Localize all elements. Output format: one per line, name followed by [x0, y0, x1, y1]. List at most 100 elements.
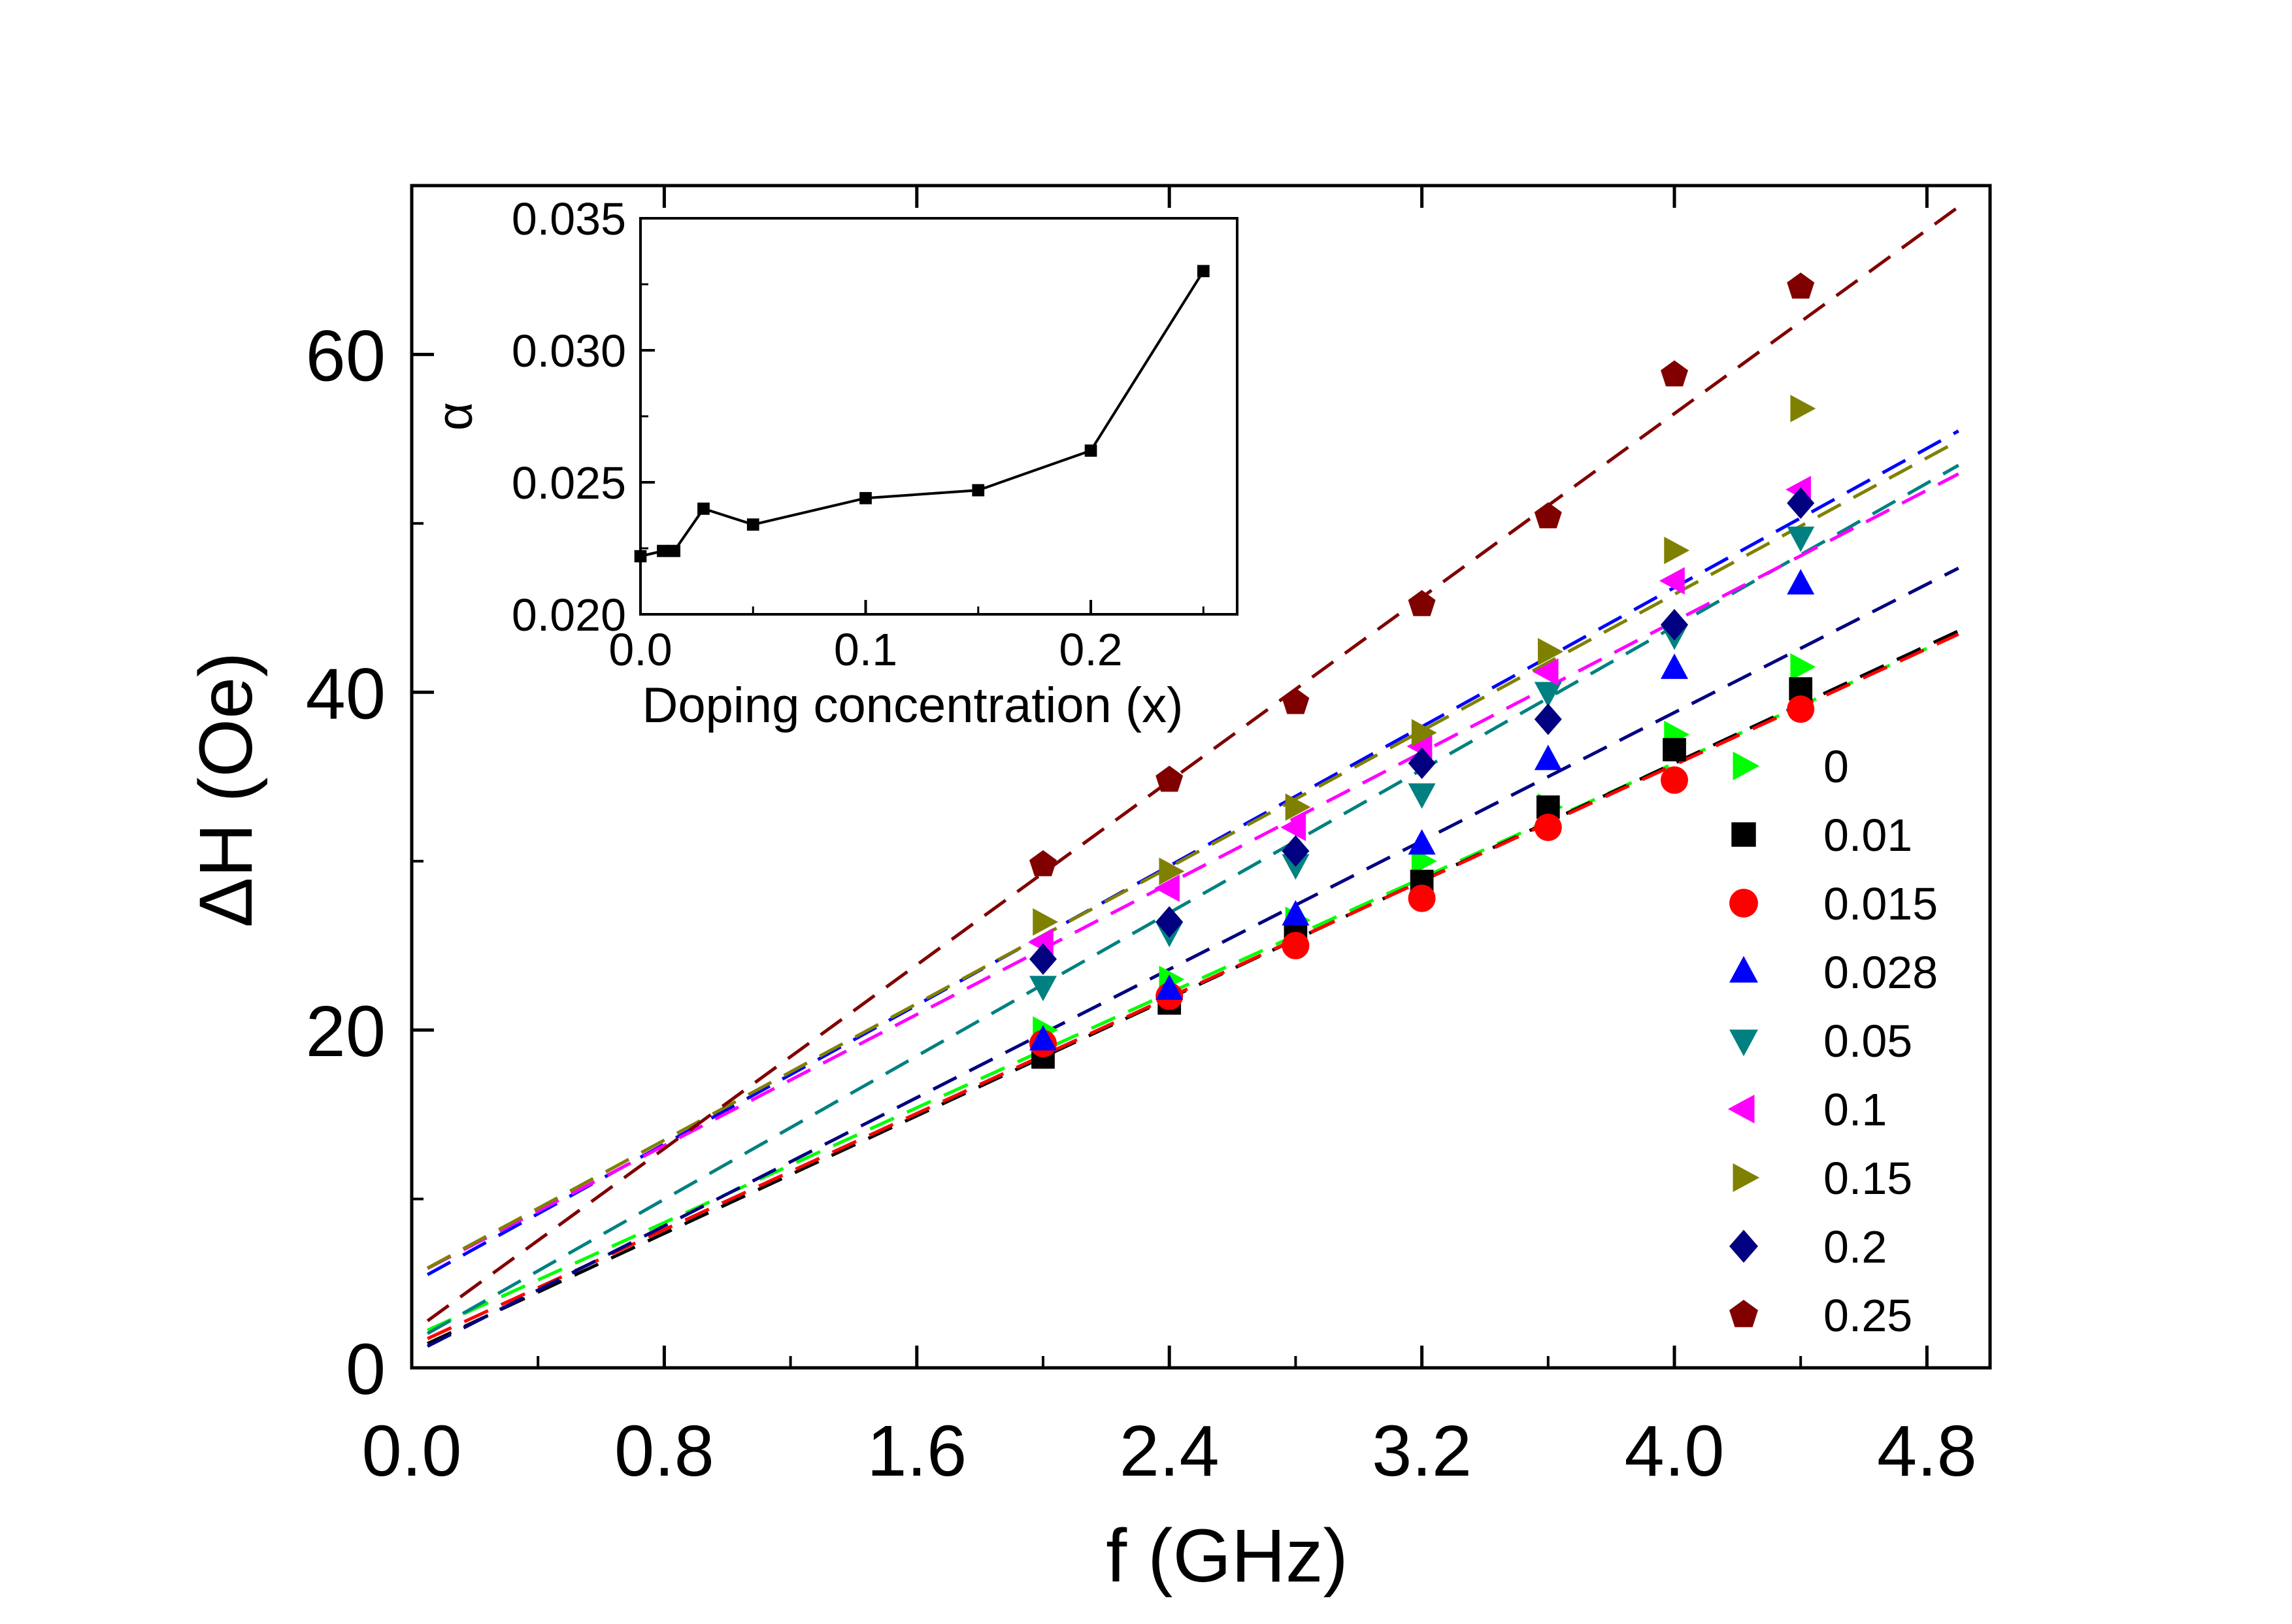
inset-data-point-8	[1197, 265, 1210, 278]
y-tick-label: 20	[306, 991, 386, 1072]
x-axis-title: f (GHz)	[1106, 1514, 1348, 1598]
data-point-0_028-3	[1408, 829, 1436, 855]
legend-marker-0_01	[1731, 822, 1756, 847]
inset-chart: 0.0 0.1 0.2 0.020 0.025 0.030 0.035 Doping con…	[427, 193, 1238, 733]
legend-marker-0_05	[1729, 1029, 1758, 1057]
data-point-0_015-6	[1787, 695, 1815, 723]
inset-x-tick-label: 0.1	[834, 624, 897, 675]
data-point-0_05-6	[1787, 526, 1815, 552]
plot-frame	[410, 184, 1992, 1370]
legend-label: 0.25	[1823, 1290, 1912, 1341]
data-point-0_25-0	[1029, 850, 1057, 876]
data-point-0_25-2	[1282, 688, 1310, 714]
data-point-0_01-5	[1663, 738, 1686, 762]
inset-data-point-7	[1084, 444, 1097, 457]
data-point-0_25-4	[1534, 502, 1562, 529]
inset-data-point-1	[657, 544, 669, 557]
inset-data-point-3	[697, 503, 710, 515]
fit-line-0_15	[426, 439, 1959, 1270]
data-point-0_028-0	[1029, 1025, 1057, 1051]
data-point-0_25-5	[1661, 360, 1688, 387]
legend-marker-0	[1733, 752, 1760, 780]
legend-marker-0_1	[1727, 1095, 1755, 1123]
inset-y-tick-label: 0.035	[512, 193, 626, 244]
fit-line-0_05	[426, 463, 1959, 1335]
legend-label: 0.1	[1823, 1084, 1887, 1135]
legend-item-0_2: 0.2	[1729, 1221, 1887, 1272]
inset-data-point-2	[668, 544, 681, 557]
fit-line-0	[427, 632, 1959, 1332]
legend: 0 0.01 0.015 0.028 0.05 0.1 0.15 0.2 0.25	[1727, 741, 1938, 1341]
main-fit-lines	[426, 205, 1960, 1348]
data-point-0_15-2	[1285, 793, 1311, 821]
x-tick-label: 0.0	[362, 1411, 462, 1491]
data-point-0_2-2	[1282, 835, 1310, 867]
data-point-0_1-5	[1659, 567, 1685, 595]
x-tick-label: 4.0	[1625, 1411, 1725, 1491]
data-point-0_028-1	[1155, 974, 1184, 1000]
inset-x-axis-title: Doping concentration (x)	[642, 678, 1184, 733]
legend-item-0_015: 0.015	[1729, 878, 1938, 929]
data-point-0_25-3	[1408, 589, 1436, 616]
data-point-0_05-2	[1282, 854, 1310, 880]
x-tick-label: 3.2	[1372, 1411, 1472, 1491]
legend-item-0_15: 0.15	[1733, 1153, 1912, 1204]
data-point-0_028-2	[1282, 900, 1310, 926]
data-point-0_2-0	[1029, 943, 1057, 975]
inset-data-points	[634, 265, 1210, 563]
x-tick-label: 2.4	[1120, 1411, 1220, 1491]
data-point-0_15-3	[1411, 719, 1437, 747]
data-point-0_028-4	[1534, 744, 1562, 771]
legend-label: 0.2	[1823, 1221, 1887, 1272]
data-point-0_15-5	[1664, 537, 1690, 565]
data-point-0_15-4	[1538, 638, 1563, 666]
data-point-0_2-6	[1787, 487, 1815, 519]
data-point-0_015-4	[1534, 814, 1562, 842]
data-point-0_05-0	[1029, 976, 1057, 1002]
data-point-0_05-4	[1534, 682, 1562, 708]
legend-item-0_1: 0.1	[1727, 1084, 1887, 1135]
data-point-0_25-6	[1787, 273, 1815, 299]
data-point-0_2-4	[1534, 703, 1562, 735]
data-point-0_015-2	[1282, 931, 1310, 959]
inset-data-point-6	[972, 484, 985, 497]
inset-x-tick-label: 0.0	[608, 624, 672, 675]
data-point-0_015-5	[1661, 766, 1688, 794]
main-axes: 0.0 0.8 1.6 2.4 3.2 4.0 4.8 0 20 40 60	[306, 184, 1992, 1491]
legend-label: 0.05	[1823, 1016, 1912, 1067]
data-point-0_1-2	[1280, 814, 1306, 842]
data-point-0_2-1	[1155, 906, 1184, 938]
legend-label: 0	[1823, 741, 1849, 792]
fit-line-0_2	[427, 567, 1959, 1348]
legend-label: 0.01	[1823, 810, 1912, 861]
data-point-0_1-4	[1533, 658, 1559, 686]
data-point-0_25-1	[1155, 765, 1184, 792]
legend-marker-0_028	[1729, 955, 1758, 983]
inset-x-tick-label: 0.2	[1059, 624, 1122, 675]
data-point-0_1-1	[1154, 874, 1180, 903]
data-point-0_028-5	[1661, 654, 1688, 679]
fit-line-0_25	[426, 205, 1960, 1323]
y-axis-title: ΔH (Oe)	[184, 652, 268, 928]
legend-item-0_05: 0.05	[1729, 1016, 1912, 1067]
inset-y-tick-label: 0.020	[512, 589, 626, 640]
data-point-0_2-5	[1661, 608, 1688, 641]
data-point-0_028-6	[1787, 569, 1815, 595]
legend-item-0: 0	[1733, 741, 1849, 792]
inset-data-point-4	[746, 518, 759, 531]
data-point-0_15-1	[1159, 857, 1185, 886]
legend-label: 0.015	[1823, 878, 1938, 929]
legend-label: 0.028	[1823, 947, 1938, 998]
data-point-0_05-3	[1408, 783, 1436, 809]
data-point-0_15-6	[1790, 395, 1816, 423]
y-tick-label: 0	[346, 1329, 386, 1410]
legend-marker-0_015	[1729, 889, 1758, 918]
x-tick-label: 0.8	[614, 1411, 714, 1491]
inset-y-tick-label: 0.025	[512, 457, 626, 508]
legend-marker-0_25	[1729, 1299, 1758, 1327]
inset-data-point-5	[859, 491, 872, 505]
data-point-0_15-0	[1033, 908, 1059, 936]
data-point-0_015-3	[1408, 884, 1436, 912]
inset-axes: 0.0 0.1 0.2 0.020 0.025 0.030 0.035	[512, 193, 1204, 675]
